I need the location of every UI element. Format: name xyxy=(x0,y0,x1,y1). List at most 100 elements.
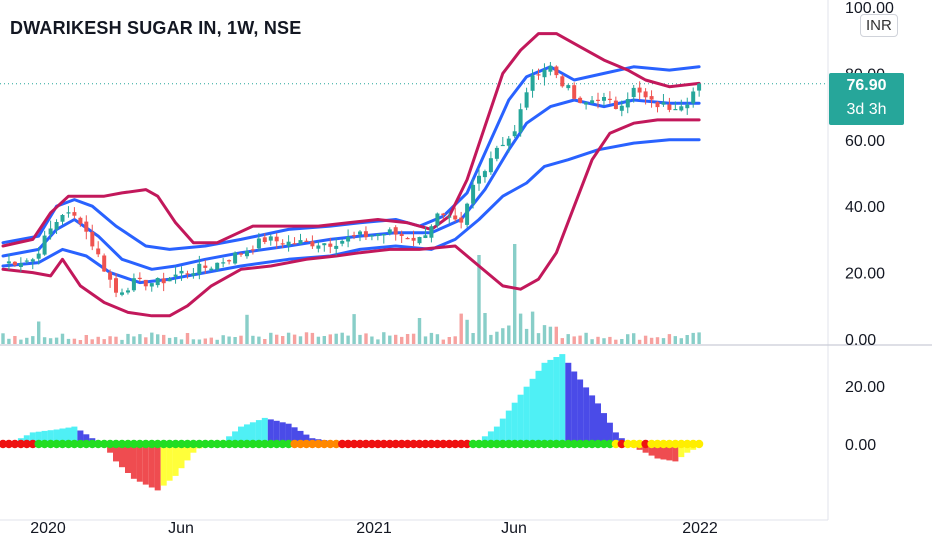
candle-body xyxy=(12,261,17,266)
candle-body xyxy=(179,270,184,274)
squeeze-dot xyxy=(260,439,269,449)
squeeze-dot xyxy=(314,439,323,449)
candle-body xyxy=(649,96,654,100)
volume-bar xyxy=(37,321,41,344)
volume-bar xyxy=(685,335,689,344)
candle-body xyxy=(375,234,380,236)
volume-bar xyxy=(370,336,374,344)
momentum-bar xyxy=(612,432,619,444)
volume-bar xyxy=(608,336,612,344)
squeeze-dot xyxy=(689,439,698,449)
squeeze-dot xyxy=(296,439,305,449)
momentum-bar xyxy=(601,413,607,444)
volume-bar xyxy=(483,313,487,344)
momentum-bar xyxy=(119,444,125,468)
squeeze-dot xyxy=(361,439,371,449)
candle-body xyxy=(221,262,226,264)
squeeze-dot xyxy=(40,439,49,449)
volume-bar xyxy=(132,336,136,344)
squeeze-dot xyxy=(552,439,561,449)
volume-bar xyxy=(590,339,594,344)
squeeze-dot xyxy=(635,439,644,449)
candle-body xyxy=(524,92,529,108)
candle-body xyxy=(673,109,678,111)
volume-bar xyxy=(138,334,142,344)
squeeze-dot xyxy=(427,439,436,449)
candle-body xyxy=(328,243,333,247)
candle-body xyxy=(691,91,696,104)
volume-bar xyxy=(679,338,683,344)
momentum-bar xyxy=(654,444,661,459)
candle-body xyxy=(334,245,339,249)
volume-bar xyxy=(501,328,505,344)
volume-bar xyxy=(245,314,249,344)
volume-bar xyxy=(697,332,701,344)
candle-body xyxy=(643,91,648,98)
volume-bar xyxy=(281,336,285,344)
candle-body xyxy=(465,203,470,225)
currency-badge[interactable]: INR xyxy=(860,14,898,37)
squeeze-dot xyxy=(290,439,299,449)
volume-bar xyxy=(358,334,362,344)
squeeze-dot xyxy=(201,439,210,449)
volume-bar xyxy=(173,337,178,344)
momentum-bar xyxy=(297,430,304,444)
squeeze-dot xyxy=(587,439,597,449)
candle-body xyxy=(679,106,684,111)
volume-bar xyxy=(626,334,630,344)
price-tick-label: 100.00 xyxy=(845,0,894,17)
momentum-bar xyxy=(53,429,60,444)
volume-bar xyxy=(126,333,130,344)
candle-body xyxy=(72,212,77,216)
candle-body xyxy=(346,236,351,242)
momentum-bar xyxy=(547,359,554,444)
squeeze-dot xyxy=(272,439,281,449)
candle-body xyxy=(108,272,113,280)
candle-body xyxy=(66,212,71,214)
candle-body xyxy=(137,277,142,279)
candle-body xyxy=(530,75,535,91)
squeeze-dot xyxy=(599,439,609,449)
volume-bar xyxy=(239,335,243,344)
candle-body xyxy=(60,215,65,222)
volume-bar xyxy=(584,332,588,344)
squeeze-dot xyxy=(403,439,412,449)
volume-bar xyxy=(382,332,386,344)
momentum-bar xyxy=(71,426,78,444)
price-tick-label: 20.00 xyxy=(845,266,885,283)
candle-body xyxy=(655,102,660,108)
middle-keltner-band xyxy=(1,98,701,271)
squeeze-dot xyxy=(171,439,180,449)
squeeze-dot xyxy=(373,439,383,449)
volume-bar xyxy=(447,337,451,344)
candle-body xyxy=(42,235,47,255)
squeeze-dot xyxy=(605,439,615,449)
candle-body xyxy=(245,250,249,257)
volume-bar xyxy=(227,336,231,344)
momentum-tick-label: 0.00 xyxy=(845,437,876,454)
squeeze-dot xyxy=(165,439,174,449)
squeeze-dot xyxy=(457,439,466,449)
squeeze-dot xyxy=(355,439,365,449)
momentum-bar xyxy=(493,426,500,444)
candle-body xyxy=(584,102,589,105)
volume-bar xyxy=(572,336,576,344)
momentum-bar xyxy=(190,444,197,453)
time-tick-label: 2020 xyxy=(30,520,66,537)
volume-bar xyxy=(60,333,65,344)
momentum-bar xyxy=(523,386,530,444)
volume-bar xyxy=(542,325,547,344)
candle-body xyxy=(30,259,35,262)
candle-body xyxy=(6,261,11,264)
price-tick-label: 60.00 xyxy=(845,133,885,150)
volume-bar xyxy=(524,328,529,344)
momentum-bar xyxy=(672,444,679,462)
candle-body xyxy=(512,131,517,137)
momentum-bar xyxy=(178,444,185,469)
volume-bar xyxy=(54,337,59,344)
momentum-bar xyxy=(142,444,149,485)
squeeze-dot xyxy=(564,439,573,449)
volume-bar xyxy=(108,336,112,344)
candle-body xyxy=(131,278,136,291)
